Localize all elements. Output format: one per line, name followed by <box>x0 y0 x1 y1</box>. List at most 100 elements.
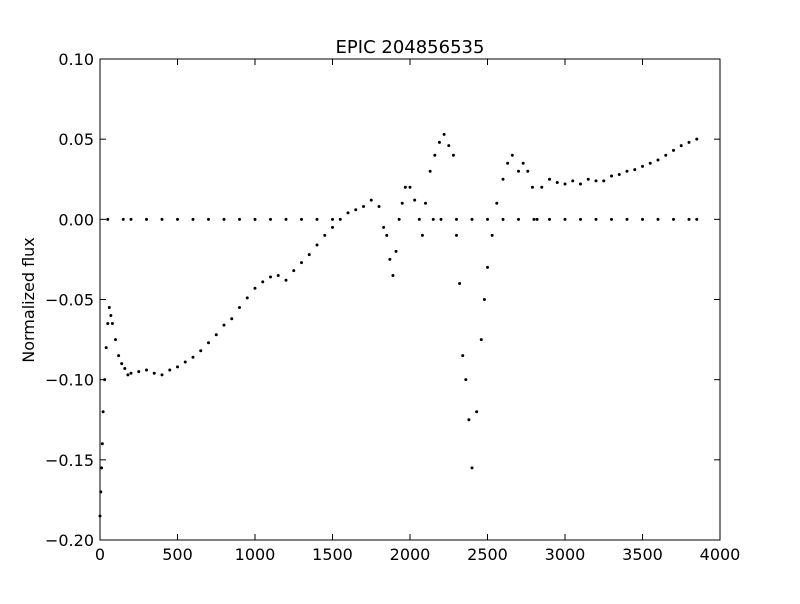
data-point <box>451 153 455 157</box>
data-point <box>261 280 265 284</box>
data-point <box>123 366 127 370</box>
data-point <box>107 306 111 310</box>
y-tick-label: −0.10 <box>45 371 94 390</box>
data-point <box>214 333 218 337</box>
data-point <box>530 185 534 189</box>
y-tick-label: 0.05 <box>58 130 94 149</box>
data-point <box>548 177 551 181</box>
data-point <box>431 217 435 221</box>
data-point <box>403 185 407 189</box>
data-point <box>413 198 417 202</box>
data-point <box>292 269 296 273</box>
data-point <box>501 217 505 221</box>
data-point <box>490 233 494 237</box>
data-point <box>610 217 613 221</box>
data-point <box>442 132 446 136</box>
data-point <box>695 217 699 221</box>
data-point <box>100 442 104 446</box>
x-tick-label: 0 <box>95 545 105 564</box>
data-point <box>207 341 210 345</box>
data-point <box>176 217 179 221</box>
data-point <box>672 217 675 221</box>
data-point <box>563 182 567 186</box>
data-point <box>408 185 412 189</box>
y-tick-label: 0.00 <box>58 210 94 229</box>
data-point <box>99 490 103 494</box>
data-point <box>579 182 582 186</box>
data-point <box>479 338 483 342</box>
data-point <box>103 378 107 382</box>
data-point <box>222 323 226 327</box>
data-point <box>160 217 164 221</box>
data-point <box>579 217 582 221</box>
y-tick-label: −0.20 <box>45 531 94 550</box>
x-tick-label: 2500 <box>467 545 508 564</box>
data-point <box>369 198 373 202</box>
y-tick-label: −0.15 <box>45 451 94 470</box>
data-point <box>109 314 113 318</box>
data-point <box>377 205 381 209</box>
data-point <box>447 144 451 148</box>
data-point <box>548 217 551 221</box>
data-point <box>420 233 424 237</box>
data-point <box>417 217 421 221</box>
data-point <box>120 362 124 366</box>
data-point <box>253 286 257 290</box>
data-point <box>362 205 365 209</box>
data-point <box>625 217 629 221</box>
data-point <box>104 346 108 350</box>
data-point <box>563 217 567 221</box>
data-point <box>114 338 117 342</box>
data-point <box>191 217 195 221</box>
data-point <box>535 217 539 221</box>
data-point <box>467 418 471 422</box>
data-point <box>137 370 141 374</box>
data-point <box>331 217 334 221</box>
data-point <box>633 168 637 172</box>
data-point <box>540 185 544 189</box>
data-point <box>117 354 121 358</box>
data-point <box>475 410 479 414</box>
data-point <box>397 217 401 221</box>
data-point <box>486 265 489 269</box>
data-point <box>428 169 432 173</box>
data-point <box>555 180 559 184</box>
data-point <box>464 378 468 382</box>
data-point <box>470 466 474 470</box>
data-point <box>532 217 536 221</box>
data-point <box>695 137 699 141</box>
data-point <box>346 211 350 215</box>
data-point <box>106 322 110 326</box>
y-tick-label: −0.05 <box>45 291 94 310</box>
data-point <box>354 208 358 212</box>
data-point <box>461 354 465 358</box>
data-point <box>424 201 427 205</box>
data-point <box>382 225 386 229</box>
x-tick-label: 3000 <box>545 545 586 564</box>
data-point <box>145 217 148 221</box>
data-point <box>126 373 130 377</box>
data-point <box>501 177 505 181</box>
x-tick-label: 1000 <box>235 545 276 564</box>
data-point <box>648 161 652 165</box>
data-point <box>679 144 683 148</box>
data-point <box>594 217 598 221</box>
data-point <box>238 217 241 221</box>
data-point <box>300 261 303 265</box>
data-point <box>338 217 342 221</box>
data-point <box>656 158 660 162</box>
data-point <box>571 179 575 183</box>
data-point <box>455 217 458 221</box>
data-point <box>385 233 389 237</box>
data-point <box>388 257 392 261</box>
data-point <box>495 201 499 205</box>
data-point <box>183 360 187 364</box>
data-point <box>245 296 249 300</box>
data-point <box>641 217 644 221</box>
data-point <box>222 217 226 221</box>
data-point <box>100 466 104 470</box>
data-point <box>687 217 691 221</box>
data-point <box>594 179 598 183</box>
